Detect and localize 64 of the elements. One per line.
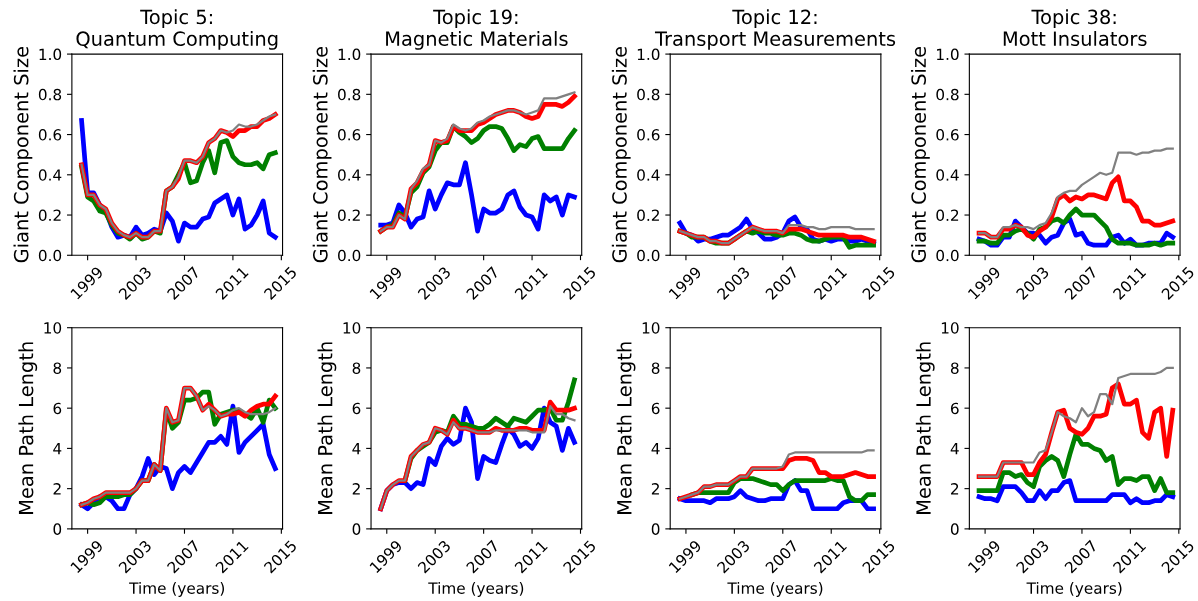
- y-tick-label: 0.8: [936, 88, 959, 101]
- chart-title: Topic 12: Transport Measurements: [654, 9, 896, 50]
- y-axis-title: Mean Path Length: [616, 342, 636, 514]
- y-tick-label: 0: [53, 523, 62, 535]
- y-tick-label: 0.6: [936, 129, 959, 141]
- y-tick-label: 0.6: [338, 129, 361, 141]
- chart-title: Topic 5: Quantum Computing: [76, 9, 278, 50]
- y-tick-label: 8: [651, 362, 660, 374]
- y-tick-label: 0.0: [637, 249, 660, 262]
- y-tick-label: 0.0: [338, 249, 361, 262]
- y-axis-title: Giant Component Size: [312, 46, 332, 263]
- y-tick-label: 0: [651, 523, 660, 535]
- y-tick-label: 0.6: [38, 129, 62, 141]
- y-axis-title: Mean Path Length: [317, 342, 337, 514]
- y-tick-label: 4: [352, 443, 361, 455]
- y-tick-label: 0.8: [637, 88, 660, 101]
- y-tick-label: 1.0: [39, 48, 62, 61]
- y-tick-label: 2: [951, 483, 959, 495]
- y-tick-label: 10: [941, 322, 959, 334]
- y-tick-label: 6: [352, 402, 361, 415]
- y-tick-label: 0.0: [38, 249, 62, 262]
- y-axis-title: Mean Path Length: [915, 342, 935, 514]
- x-axis-title: Time (years): [129, 582, 225, 597]
- y-axis-title: Giant Component Size: [611, 46, 631, 263]
- y-tick-label: 10: [44, 322, 62, 334]
- y-tick-label: 0: [352, 523, 361, 535]
- y-tick-label: 1.0: [937, 48, 959, 61]
- y-tick-label: 2: [352, 483, 360, 495]
- y-tick-label: 0.4: [936, 169, 959, 181]
- y-tick-label: 0: [950, 523, 959, 535]
- y-tick-label: 8: [950, 362, 959, 374]
- chart-title: Topic 38: Mott Insulators: [1003, 9, 1147, 47]
- y-axis-title: Giant Component Size: [910, 46, 930, 263]
- y-tick-label: 4: [53, 443, 62, 455]
- y-axis-title: Mean Path Length: [18, 342, 38, 514]
- y-tick-label: 0.6: [637, 129, 660, 141]
- y-axis-title: Giant Component Size: [13, 46, 33, 263]
- chart-title: Topic 19: Magnetic Materials: [386, 9, 568, 50]
- y-tick-label: 0.2: [936, 209, 959, 222]
- y-tick-label: 2: [53, 483, 61, 495]
- y-tick-label: 2: [651, 483, 659, 495]
- y-tick-label: 4: [651, 443, 660, 455]
- y-tick-label: 6: [950, 402, 959, 415]
- y-tick-label: 0.8: [38, 88, 62, 101]
- y-tick-label: 6: [651, 402, 660, 415]
- y-tick-label: 10: [642, 322, 660, 334]
- y-tick-label: 0.8: [338, 88, 361, 101]
- y-tick-label: 1.0: [637, 48, 660, 61]
- y-tick-label: 0.2: [637, 209, 659, 222]
- x-axis-title: Time (years): [727, 582, 823, 597]
- y-tick-label: 6: [53, 402, 62, 415]
- y-tick-label: 4: [950, 443, 959, 455]
- y-tick-label: 0.4: [38, 169, 62, 181]
- y-tick-label: 0.4: [338, 169, 361, 181]
- x-axis-title: Time (years): [428, 582, 524, 597]
- y-tick-label: 0.4: [637, 169, 660, 181]
- x-axis-title: Time (years): [1026, 582, 1122, 597]
- y-tick-label: 1.0: [338, 48, 361, 61]
- y-tick-label: 10: [343, 322, 361, 334]
- y-tick-label: 0.2: [338, 209, 360, 222]
- y-tick-label: 0.2: [38, 209, 61, 222]
- y-tick-label: 0.0: [936, 249, 959, 262]
- y-tick-label: 8: [53, 362, 62, 374]
- y-tick-label: 8: [352, 362, 361, 374]
